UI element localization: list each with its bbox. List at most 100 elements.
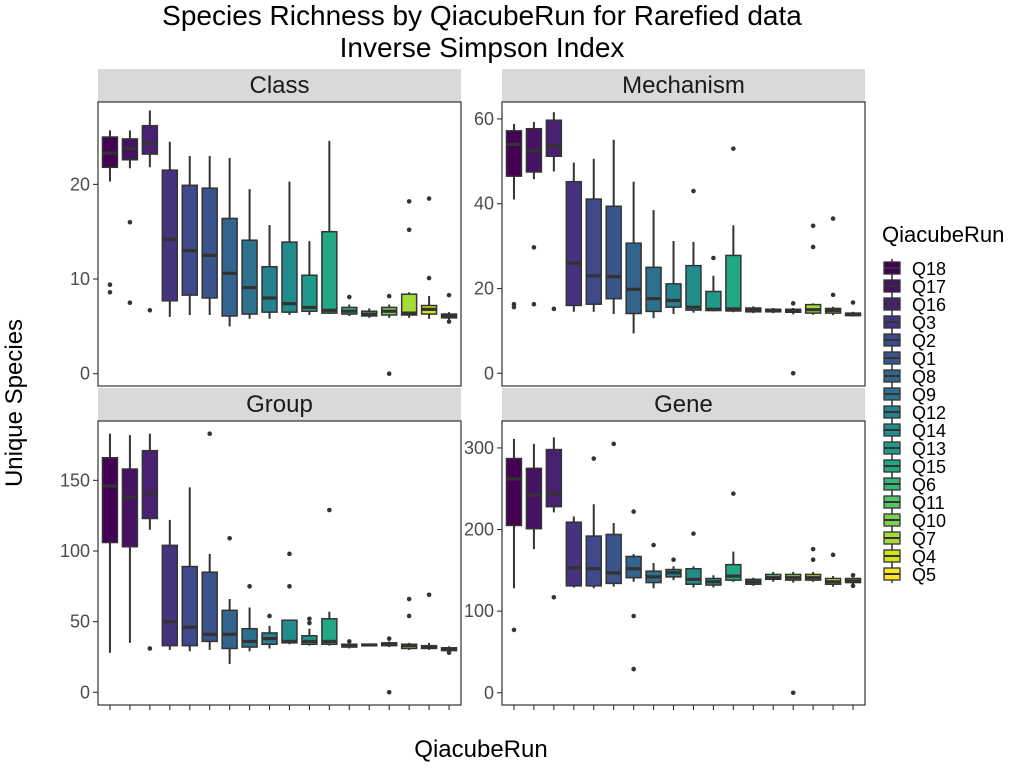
box-mechanism xyxy=(784,301,802,376)
outlier-point xyxy=(307,616,312,622)
box-body xyxy=(101,456,119,544)
facet-label-mechanism: Mechanism xyxy=(622,72,745,99)
box-body xyxy=(400,293,418,316)
legend-item-q18: Q18 xyxy=(883,259,946,279)
box-group xyxy=(341,639,358,649)
box-body xyxy=(201,187,218,299)
outlier-point xyxy=(147,646,153,651)
outlier-point xyxy=(531,301,537,307)
box-group xyxy=(301,616,318,646)
box-body xyxy=(605,205,622,300)
box-gene xyxy=(605,441,622,587)
legend-label: Q10 xyxy=(912,511,946,531)
legend-label: Q6 xyxy=(912,475,936,495)
box-gene xyxy=(725,491,742,582)
legend-item-q13: Q13 xyxy=(883,439,946,459)
facet-panels: Class 0 10 20 Mechanism 0 20 40 60 Group 0 50 100 150… xyxy=(60,69,866,710)
box-mechanism xyxy=(605,139,622,314)
box-group xyxy=(241,584,258,652)
box-group xyxy=(440,646,458,656)
outlier-point xyxy=(531,245,537,250)
box-class xyxy=(341,294,358,316)
outlier-point xyxy=(247,584,252,589)
box-class xyxy=(440,292,458,324)
box-class xyxy=(141,110,159,313)
legend-item-q4: Q4 xyxy=(883,547,936,567)
box-mechanism xyxy=(525,121,543,307)
box-class xyxy=(301,241,318,315)
box-body xyxy=(321,618,338,645)
box-body xyxy=(181,565,198,647)
outlier-point xyxy=(810,244,816,250)
box-gene xyxy=(824,552,842,587)
box-group xyxy=(420,592,438,650)
y-tick-label-gene: 100 xyxy=(464,601,494,621)
box-body xyxy=(625,555,642,579)
box-mechanism xyxy=(625,181,642,334)
box-body xyxy=(161,544,179,647)
outlier-point xyxy=(611,441,616,447)
panel-border-class xyxy=(97,101,462,387)
box-group xyxy=(361,643,378,647)
chart-title: Species Richness by QiacubeRun for Raref… xyxy=(162,0,802,31)
facet-strip-class xyxy=(98,69,461,102)
x-axis-title: QiacubeRun xyxy=(414,736,547,763)
legend-item-q3: Q3 xyxy=(883,313,936,333)
box-class xyxy=(121,130,139,305)
outlier-point xyxy=(127,219,133,225)
box-class xyxy=(361,308,378,318)
legend-label: Q2 xyxy=(912,331,936,351)
box-class xyxy=(181,155,198,315)
box-body xyxy=(585,198,602,305)
box-class xyxy=(101,130,119,295)
box-gene xyxy=(585,456,602,589)
y-tick-label-gene: 300 xyxy=(464,438,494,458)
y-tick-label-mechanism: 40 xyxy=(474,194,494,214)
box-gene xyxy=(784,571,802,696)
outlier-point xyxy=(287,584,292,589)
box-group xyxy=(161,519,179,650)
box-gene xyxy=(804,546,822,582)
outlier-point xyxy=(426,275,432,281)
box-body xyxy=(645,266,662,313)
outlier-point xyxy=(406,613,412,619)
box-gene xyxy=(665,557,682,581)
box-body xyxy=(241,627,258,648)
box-class xyxy=(321,140,338,315)
legend-item-q15: Q15 xyxy=(883,457,946,477)
outlier-point xyxy=(426,592,432,598)
box-body xyxy=(605,533,622,585)
box-body xyxy=(121,468,139,548)
legend-item-q16: Q16 xyxy=(883,295,946,315)
outlier-point xyxy=(790,301,796,306)
box-body xyxy=(625,242,642,315)
box-mechanism xyxy=(545,112,563,312)
facet-gene: Gene 0 100 200 300 xyxy=(464,388,866,710)
box-mechanism xyxy=(844,300,862,317)
box-class xyxy=(281,181,298,315)
legend-item-q14: Q14 xyxy=(883,421,946,441)
legend-item-q2: Q2 xyxy=(883,331,936,351)
legend-label: Q7 xyxy=(912,529,936,549)
panel-background-mechanism xyxy=(502,102,865,386)
box-class xyxy=(420,196,438,319)
box-class xyxy=(221,157,238,327)
facet-strip-mechanism xyxy=(502,69,865,102)
y-tick-label-gene: 200 xyxy=(464,520,494,540)
box-gene xyxy=(745,577,762,586)
outlier-point xyxy=(850,583,856,589)
outlier-point xyxy=(227,535,232,541)
legend-item-q17: Q17 xyxy=(883,277,946,297)
facet-class: Class 0 10 20 xyxy=(70,69,462,387)
box-group xyxy=(181,487,198,652)
outlier-point xyxy=(830,216,836,221)
box-body xyxy=(725,563,742,581)
outlier-point xyxy=(307,620,312,626)
legend-label: Q17 xyxy=(912,277,946,297)
box-gene xyxy=(545,437,563,600)
box-mechanism xyxy=(685,188,702,313)
box-group xyxy=(101,433,119,653)
box-body xyxy=(301,274,318,312)
box-mechanism xyxy=(824,216,842,316)
